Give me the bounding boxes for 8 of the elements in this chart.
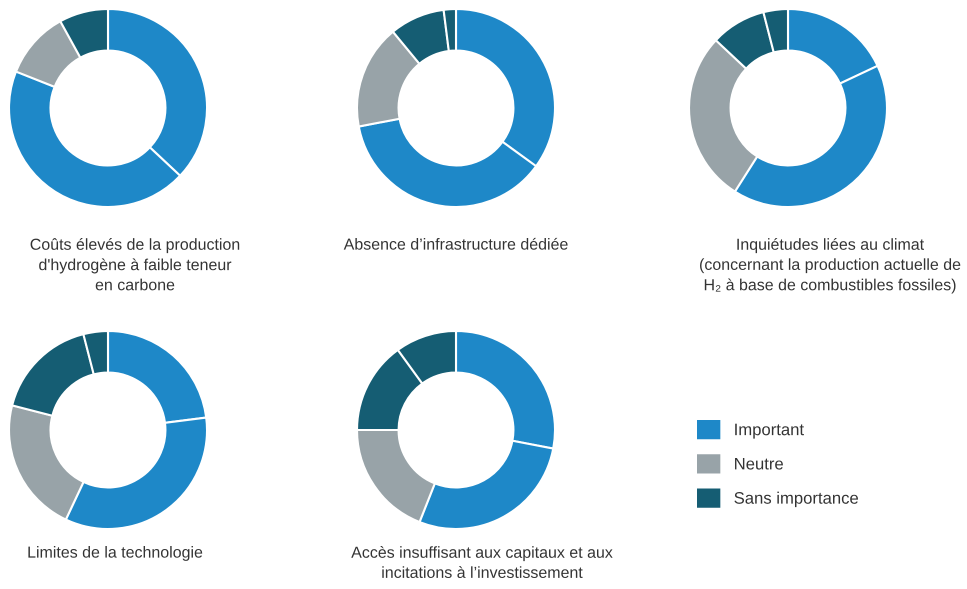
- legend-label: Neutre: [735, 458, 783, 470]
- text: Inquiétudes liées au climat (concernant la production actuelle de H₂ à base de combustibles fossiles): [700, 238, 960, 294]
- text: Accès insuffisant aux capitaux et aux incitations à l’investissement: [351, 546, 613, 578]
- text: Coûts élevés de la production d'hydrogène à faible teneur en carbone: [30, 238, 240, 290]
- legend-label: Sans importance: [734, 492, 858, 508]
- text: Absence d’infrastructure dédiée: [344, 238, 568, 250]
- text: Limites de la technologie: [28, 546, 202, 561]
- legend-label: Important: [735, 424, 804, 439]
